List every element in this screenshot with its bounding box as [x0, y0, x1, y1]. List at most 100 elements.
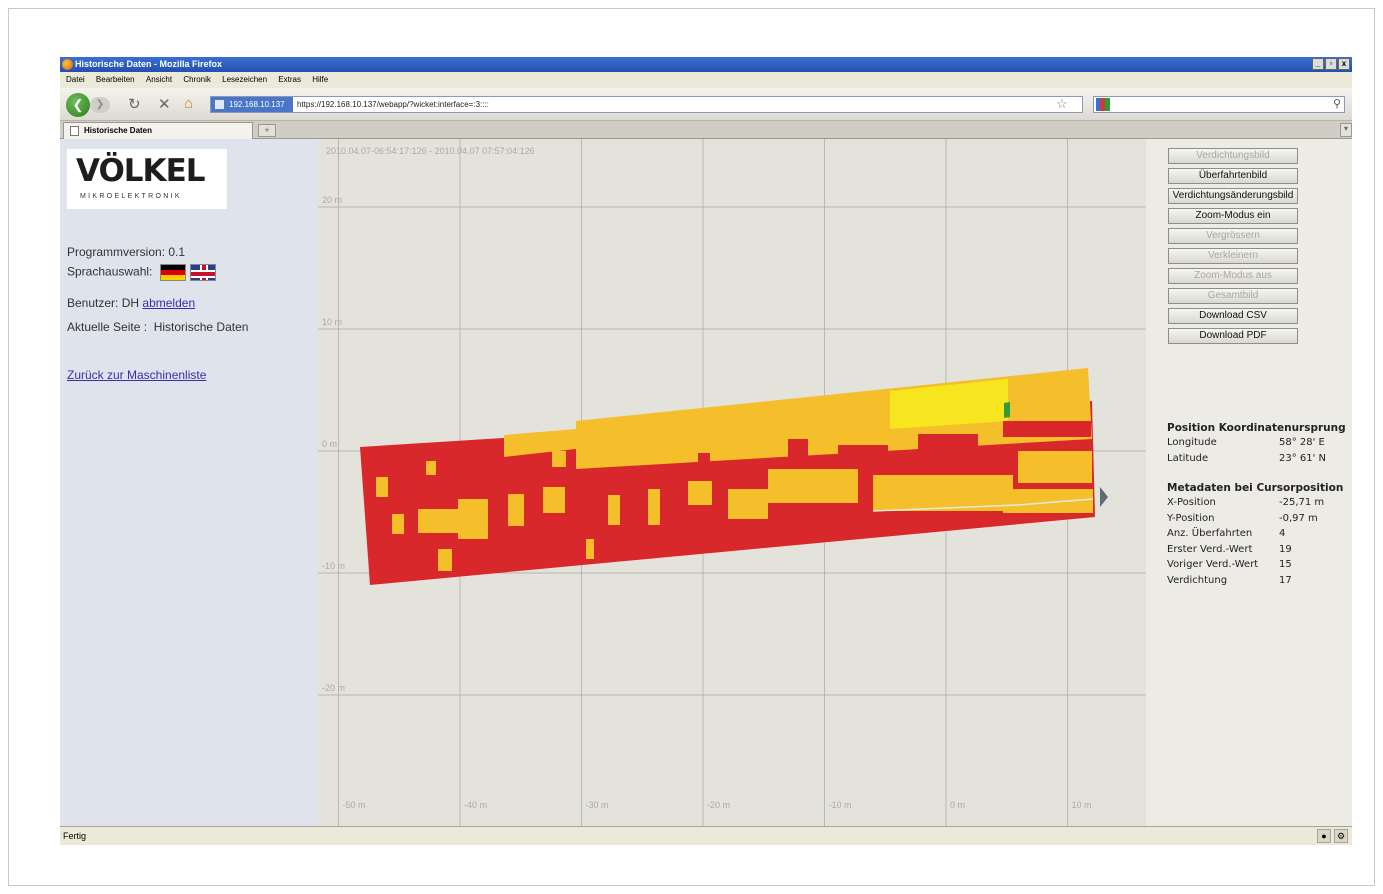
compaction-patch-mid[interactable] — [608, 495, 620, 525]
compaction-patch-mid[interactable] — [648, 489, 660, 525]
back-to-machine-list-link[interactable]: Zurück zur Maschinenliste — [67, 368, 207, 382]
compaction-patch-mid[interactable] — [586, 539, 594, 559]
metadata-row-label: Erster Verd.-Wert — [1167, 543, 1253, 555]
address-bar[interactable]: 192.168.10.137 https://192.168.10.137/we… — [210, 96, 1083, 113]
compaction-patch-mid[interactable] — [688, 481, 712, 505]
metadata-row: Anz. Überfahrten 4 — [1167, 528, 1285, 539]
menu-bearbeiten[interactable]: Bearbeiten — [95, 75, 135, 84]
button-4[interactable]: Zoom-Modus ein — [1168, 208, 1298, 224]
compaction-patch-mid[interactable] — [392, 514, 404, 534]
menu-ansicht[interactable]: Ansicht — [145, 75, 173, 84]
position-title: Position Koordinatenursprung — [1167, 422, 1346, 434]
x-tick-label: -10 m — [829, 800, 852, 810]
tab-historische-daten[interactable]: Historische Daten — [63, 122, 253, 139]
compaction-patch-mid[interactable] — [728, 489, 768, 519]
new-tab-button[interactable]: + — [258, 124, 276, 137]
button-6[interactable]: Verkleinern — [1168, 248, 1298, 264]
tab-bar: Historische Daten + ▾ — [60, 121, 1352, 139]
metadata-row-label: X-Position — [1167, 497, 1216, 508]
compaction-patch-mid[interactable] — [438, 549, 452, 571]
compaction-patch-mid[interactable] — [458, 499, 488, 539]
compaction-patch-low[interactable] — [918, 434, 978, 454]
compaction-patch-low[interactable] — [698, 453, 710, 477]
page-favicon-icon — [214, 99, 225, 110]
position-row: Latitude 23° 61' N — [1167, 453, 1326, 464]
firefox-icon — [62, 59, 73, 70]
compaction-region-high[interactable] — [890, 379, 1008, 429]
forward-button[interactable]: ❯ — [90, 97, 110, 113]
metadata-row-value: -25,71 m — [1279, 497, 1325, 508]
metadata-title: Metadaten bei Cursorposition — [1167, 482, 1344, 494]
button-7[interactable]: Zoom-Modus aus — [1168, 268, 1298, 284]
reload-icon[interactable]: ↻ — [128, 96, 141, 113]
menu-extras[interactable]: Extras — [278, 75, 301, 84]
compaction-patch-mid[interactable] — [543, 487, 565, 513]
button-8[interactable]: Gesamtbild — [1168, 288, 1298, 304]
time-range-label: 2010.04.07-06:54:17:126 - 2010.04.07 07:… — [326, 146, 535, 156]
button-1[interactable]: Verdichtungsbild — [1168, 148, 1298, 164]
search-engine-icon[interactable] — [1096, 98, 1110, 111]
button-9[interactable]: Download CSV — [1168, 308, 1298, 324]
button-3[interactable]: Verdichtungsänderungsbild — [1168, 188, 1298, 204]
close-button[interactable]: x — [1338, 58, 1350, 70]
back-button[interactable]: ❮ — [66, 93, 90, 117]
menu-datei[interactable]: Datei — [66, 75, 85, 84]
button-10[interactable]: Download PDF — [1168, 328, 1298, 344]
metadata-row-label: Y-Position — [1167, 512, 1215, 524]
status-icons: ● ⚙ — [1317, 829, 1348, 843]
metadata-row: Y-Position -0,97 m — [1167, 512, 1318, 524]
compaction-patch-mid[interactable] — [768, 469, 858, 503]
button-2[interactable]: Überfahrtenbild — [1168, 168, 1298, 184]
compaction-patch-mid[interactable] — [1018, 451, 1092, 483]
control-panel: Verdichtungsbild Überfahrtenbild Verdichtu… — [1146, 139, 1352, 826]
compaction-shape[interactable] — [360, 368, 1108, 585]
x-tick-label: -40 m — [464, 800, 487, 810]
compaction-patch-mid[interactable] — [873, 475, 1013, 511]
compaction-patch-mid[interactable] — [1003, 489, 1093, 513]
x-tick-label: -30 m — [586, 800, 609, 810]
stop-icon[interactable]: ✕ — [158, 96, 171, 113]
menu-chronik[interactable]: Chronik — [183, 75, 211, 84]
minimize-button[interactable]: _ — [1312, 58, 1324, 70]
compaction-patch-mid[interactable] — [426, 461, 436, 475]
search-icon[interactable]: ⚲ — [1332, 98, 1341, 110]
site-identity[interactable]: 192.168.10.137 — [211, 97, 293, 112]
uk-flag-icon[interactable] — [189, 264, 216, 281]
compaction-patch-mid[interactable] — [376, 477, 388, 497]
metadata-row-value: 19 — [1279, 543, 1292, 555]
home-icon[interactable]: ⌂ — [184, 95, 194, 112]
compaction-patch-low[interactable] — [1003, 421, 1091, 437]
button-5[interactable]: Vergrössern — [1168, 228, 1298, 244]
compaction-region-green[interactable] — [1004, 402, 1010, 418]
user-label: Benutzer: — [67, 296, 119, 310]
compaction-region-mid[interactable] — [504, 429, 576, 457]
url-text[interactable]: https://192.168.10.137/webapp/?wicket:in… — [297, 100, 489, 109]
security-lock-icon[interactable]: ● — [1317, 829, 1331, 843]
maximize-button[interactable]: ▫ — [1325, 58, 1337, 70]
german-flag-icon[interactable] — [159, 264, 186, 281]
y-tick-label: 10 m — [322, 317, 342, 327]
compaction-map[interactable]: 20 m 10 m 0 m -10 m -20 m -50 m -40 m -30 m -20 … — [318, 139, 1146, 826]
metadata-row-value: 4 — [1279, 528, 1286, 539]
menu-bar: Datei Bearbeiten Ansicht Chronik Lesezei… — [60, 72, 1352, 88]
menu-hilfe[interactable]: Hilfe — [312, 75, 329, 84]
compaction-patch-mid[interactable] — [508, 494, 524, 526]
title-bar: Historische Daten - Mozilla Firefox _ ▫ … — [60, 57, 1352, 72]
addon-icon[interactable]: ⚙ — [1334, 829, 1348, 843]
y-tick-label: 20 m — [322, 195, 342, 205]
compaction-patch-mid[interactable] — [418, 509, 458, 533]
bookmark-star-icon[interactable]: ☆ — [1056, 96, 1068, 111]
search-input[interactable]: ⚲ — [1093, 96, 1345, 113]
x-tick-label: -50 m — [343, 800, 366, 810]
compaction-map-svg[interactable]: 20 m 10 m 0 m -10 m -20 m -50 m -40 m -30 m -20 … — [318, 139, 1146, 826]
compaction-patch-mid[interactable] — [552, 451, 566, 467]
forward-arrow-icon: ❯ — [95, 99, 105, 110]
logo-subtitle: MIKROELEKTRONIK — [80, 193, 182, 200]
metadata-row-value: -0,97 m — [1279, 512, 1318, 524]
position-row: Longitude 58° 28' E — [1167, 437, 1325, 448]
logout-link[interactable]: abmelden — [142, 296, 196, 310]
menu-lesezeichen[interactable]: Lesezeichen — [222, 75, 268, 84]
metadata-row-label: Voriger Verd.-Wert — [1167, 559, 1259, 570]
metadata-row-label: Anz. Überfahrten — [1167, 528, 1253, 539]
tab-list-button[interactable]: ▾ — [1340, 123, 1352, 137]
